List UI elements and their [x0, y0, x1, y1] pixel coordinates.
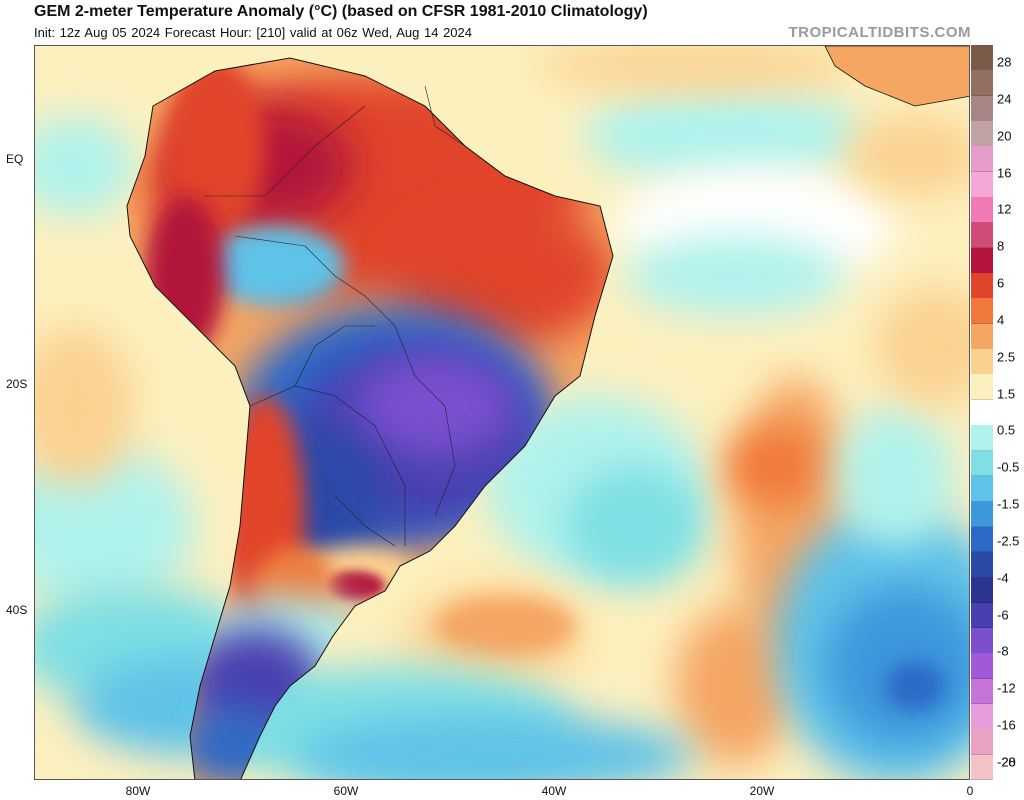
colorbar-swatch [971, 323, 993, 350]
colorbar-swatch [971, 501, 993, 528]
colorbar-tick-label: 12 [997, 201, 1012, 217]
colorbar-swatch [971, 197, 993, 223]
colorbar-swatch [971, 222, 993, 249]
colorbar-swatch [971, 425, 993, 452]
colorbar-tick-label: -20 [997, 754, 1016, 770]
lon-label-60w: 60W [333, 784, 359, 798]
colorbar-tick-label: 28 [997, 54, 1012, 70]
colorbar-swatch [971, 349, 993, 375]
colorbar-swatch [971, 121, 993, 147]
colorbar-swatch [971, 247, 993, 274]
colorbar-swatch [971, 526, 993, 553]
colorbar-swatch [971, 602, 993, 629]
ocean-anomaly-layer [35, 46, 969, 779]
colorbar-swatch [971, 45, 993, 71]
colorbar-tick-label: 8 [997, 238, 1005, 254]
colorbar-tick-label: -6 [997, 607, 1009, 623]
colorbar-tick-label: -1.5 [997, 496, 1020, 512]
lon-label-0: 0 [966, 784, 974, 798]
colorbar-tick-label: 20 [997, 128, 1012, 144]
colorbar-tick-label: 2.5 [997, 349, 1016, 365]
colorbar-swatch [971, 653, 993, 680]
lon-label-40w: 40W [541, 784, 567, 798]
colorbar-swatch [971, 627, 993, 654]
south-america-coastline [126, 57, 614, 779]
lon-label-20w: 20W [749, 784, 775, 798]
colorbar-swatch [971, 475, 993, 502]
colorbar-tick-label: -8 [997, 643, 1009, 659]
colorbar-tick-label: 1.5 [997, 386, 1016, 402]
country-borders [205, 85, 466, 547]
colorbar-swatch [971, 298, 993, 325]
map-title: GEM 2-meter Temperature Anomaly (°C) (ba… [34, 3, 648, 20]
colorbar-swatch [971, 171, 993, 198]
africa-coastline [824, 46, 969, 107]
map-subtitle: Init: 12z Aug 05 2024 Forecast Hour: [21… [34, 25, 472, 40]
colorbar-swatch [971, 95, 993, 122]
lon-label-80w: 80W [125, 784, 151, 798]
colorbar-swatch [971, 577, 993, 604]
lat-label-20s: 20S [6, 377, 28, 391]
lat-label-eq: EQ [6, 152, 24, 166]
colorbar [971, 45, 993, 781]
colorbar-swatch [971, 374, 993, 401]
colorbar-tick-label: 4 [997, 312, 1005, 328]
colorbar-swatch [971, 551, 993, 578]
colorbar-swatch [971, 703, 993, 730]
colorbar-tick-label: -28 [997, 754, 1016, 770]
colorbar-swatch [971, 273, 993, 299]
colorbar-swatch [971, 450, 993, 477]
colorbar-swatch [971, 754, 993, 781]
colorbar-tick-label: 6 [997, 275, 1005, 291]
colorbar-tick-label: -16 [997, 717, 1016, 733]
colorbar-swatch [971, 399, 993, 426]
colorbar-tick-label: -12 [997, 680, 1016, 696]
map-canvas [35, 46, 969, 779]
brand-watermark: TROPICALTIDBITS.COM [788, 24, 971, 41]
colorbar-swatch [971, 678, 993, 705]
colorbar-tick-label: 16 [997, 165, 1012, 181]
anomaly-map[interactable] [34, 45, 970, 780]
colorbar-tick-label: -0.5 [997, 459, 1020, 475]
colorbar-tick-label: -4 [997, 570, 1009, 586]
colorbar-swatch [971, 70, 993, 97]
colorbar-tick-label: 24 [997, 91, 1012, 107]
colorbar-swatch [971, 729, 993, 756]
lat-label-40s: 40S [6, 603, 28, 617]
colorbar-tick-label: 0.5 [997, 422, 1016, 438]
colorbar-tick-label: -2.5 [997, 533, 1020, 549]
colorbar-swatch [971, 146, 993, 173]
